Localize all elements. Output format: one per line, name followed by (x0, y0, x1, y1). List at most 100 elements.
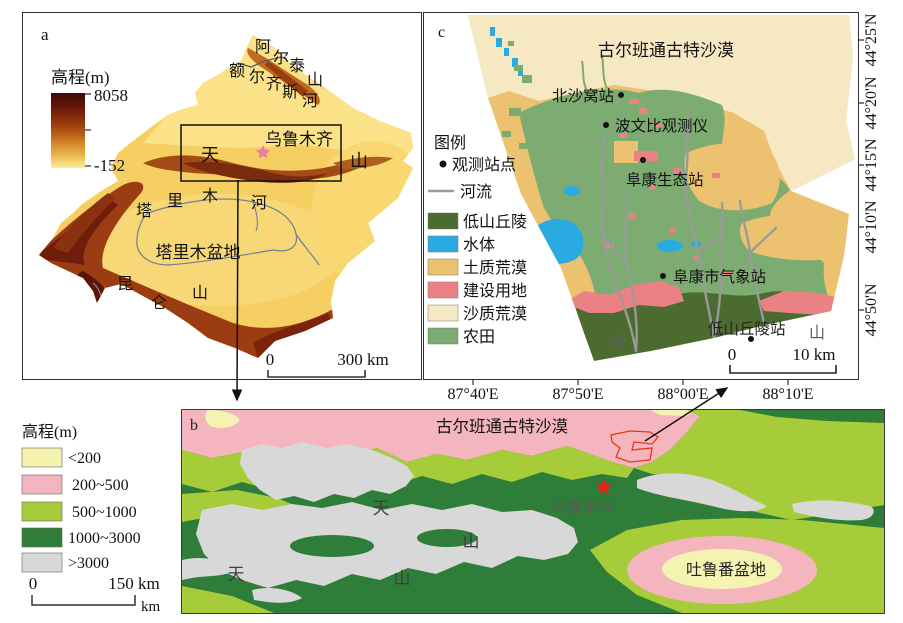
altai-char: 山 (307, 71, 323, 89)
station-dot (603, 122, 609, 128)
legend-item-label: >3000 (68, 555, 109, 572)
panel-b-scalebar: 0 150 km km (29, 574, 161, 615)
legend-swatch (21, 552, 63, 573)
axis-tick-label: 44°25'N (863, 13, 880, 66)
panel-c-scalebar: 0 10 km (728, 345, 837, 374)
irtysh-char: 尔 (249, 68, 265, 86)
scalebar-zero: 0 (29, 574, 38, 593)
axis-tick-label: 44°20'N (863, 76, 880, 129)
station-dot (660, 273, 666, 279)
altai-char: 阿 (255, 38, 271, 56)
panel-c-bottom-axis: 87°40'E 87°50'E 88°00'E 88°10'E (447, 379, 814, 403)
tianshan-tian1: 天 (373, 499, 390, 518)
turpan-basin-area (662, 549, 782, 589)
panel-a-svg: a 高程(m) 8058 -152 阿 尔 泰 山 额 尔 齐 斯 河 乌鲁木齐 (39, 25, 413, 378)
legend-item-label: 200~500 (72, 477, 129, 494)
scalebar-zero: 0 (728, 345, 737, 364)
station-label: 北沙窝站 (552, 87, 614, 105)
irtysh-char: 额 (229, 62, 245, 80)
station-label: 阜康生态站 (626, 171, 704, 189)
tarim-river-char: 河 (251, 194, 267, 212)
tianshan-shan: 山 (350, 151, 368, 171)
legend-swatch (427, 281, 459, 299)
legend-swatch (21, 474, 63, 495)
axis-tick-label: 87°50'E (552, 386, 603, 403)
legend-item-label: 低山丘陵 (463, 213, 527, 231)
urumqi-star-icon (256, 145, 270, 159)
axis-tick-label: 88°00'E (657, 386, 708, 403)
desert-title: 古尔班通古特沙漠 (598, 41, 734, 60)
scalebar-distance: 10 km (793, 345, 836, 364)
farmland-area (519, 89, 831, 353)
panel-c-landuse-map: c 古尔班通古特沙漠 北沙窝站 波文比观测仪 阜康生态站 阜康市气象站 低山丘陵… (423, 12, 859, 380)
legend-swatch (427, 212, 459, 230)
axis-tick-label: 88°10'E (762, 386, 813, 403)
lake-area (529, 219, 584, 264)
legend-swatch (427, 235, 459, 253)
tarim-river-line (147, 198, 297, 235)
axis-tick-label: 44°15'N (863, 138, 880, 191)
panel-a-xinjiang-map: a 高程(m) 8058 -152 阿 尔 泰 山 额 尔 齐 斯 河 乌鲁木齐 (22, 12, 422, 380)
legend-item-label: 农田 (463, 328, 495, 346)
kunlun-char: 昆 (117, 276, 133, 293)
station-dot (640, 157, 646, 163)
scalebar-distance: 300 km (337, 350, 388, 369)
legend-item-label: 水体 (463, 236, 495, 254)
legend-item-label: <200 (68, 450, 101, 467)
legend-title: 图例 (434, 134, 466, 152)
station-label: 阜康市气象站 (673, 268, 766, 286)
legend-swatch (21, 527, 63, 548)
sandy-desert-area (468, 15, 855, 191)
elevation-colorbar: 高程(m) 8058 -152 (51, 68, 128, 175)
colorbar-min: -152 (94, 156, 125, 175)
scalebar-distance: 150 km (108, 574, 159, 593)
tarim-river-char: 塔 (136, 202, 152, 220)
legend-swatch (427, 327, 459, 345)
station-dot-icon (439, 160, 447, 168)
tarim-river-char: 里 (167, 192, 183, 210)
legend-item-label: 土质荒漠 (463, 259, 527, 277)
tianshan-shan-c: 山 (809, 324, 825, 342)
tarim-basin-label: 塔里木盆地 (156, 243, 241, 262)
altai-char: 尔 (273, 49, 289, 67)
tianshan-tian2: 天 (228, 565, 245, 584)
tianshan-tian-c: 天 (611, 334, 627, 351)
tianshan-shan2: 山 (394, 569, 411, 588)
scalebar-unit: km (141, 599, 161, 615)
stations-group: 北沙窝站 波文比观测仪 阜康生态站 阜康市气象站 低山丘陵站 (552, 87, 786, 342)
station-dot (748, 336, 754, 342)
panel-b-svg: b 古尔班通古特沙漠 天 山 天 山 乌鲁木齐 吐鲁番盆地 (182, 410, 884, 613)
panel-c-label: c (438, 24, 445, 41)
irtysh-char: 齐 (266, 75, 282, 93)
panel-b-label: b (190, 417, 198, 434)
station-label: 低山丘陵站 (708, 320, 786, 338)
panel-a-scalebar: 0 300 km (266, 350, 389, 378)
panel-c-right-axis: 44°25'N 44°20'N 44°15'N 44°10'N 44°50'N (858, 13, 880, 336)
legend-item-label: 沙质荒漠 (463, 305, 527, 323)
desert-label: 古尔班通古特沙漠 (436, 417, 568, 436)
panel-a-label: a (41, 25, 49, 44)
panel-b-regional-map: b 古尔班通古特沙漠 天 山 天 山 乌鲁木齐 吐鲁番盆地 (181, 409, 885, 614)
axis-tick-label: 87°40'E (447, 386, 498, 403)
irtysh-char: 斯 (282, 83, 298, 101)
altai-char: 泰 (289, 57, 305, 75)
axis-tick-label: 44°10'N (863, 200, 880, 253)
legend-swatch (427, 304, 459, 322)
study-area-box (180, 124, 342, 182)
panel-b-legend: 高程(m) <200 200~500 500~1000 1000~3000 >3… (21, 423, 161, 615)
legend-title: 高程(m) (22, 423, 77, 441)
legend-item-label: 500~1000 (72, 504, 137, 521)
elev-lt200-area (205, 410, 240, 428)
colorbar-gradient (51, 93, 85, 168)
panel-a-place-labels: 阿 尔 泰 山 额 尔 齐 斯 河 乌鲁木齐 天 山 塔 里 木 河 塔里木盆地… (117, 38, 368, 312)
urumqi-label: 乌鲁木齐 (265, 130, 333, 149)
legend-river-label: 河流 (460, 183, 492, 201)
legend-swatch (21, 447, 63, 468)
urumqi-label: 乌鲁木齐 (553, 499, 613, 516)
axis-tick-label: 44°50'N (863, 283, 880, 336)
elev-gt3000-area (182, 442, 874, 603)
irtysh-char: 河 (302, 92, 318, 110)
tianshan-tian: 天 (201, 145, 219, 165)
panel-c-legend: 图例 观测站点 河流 低山丘陵 水体 土质荒漠 建设用地 沙质荒漠 农田 (427, 134, 527, 346)
